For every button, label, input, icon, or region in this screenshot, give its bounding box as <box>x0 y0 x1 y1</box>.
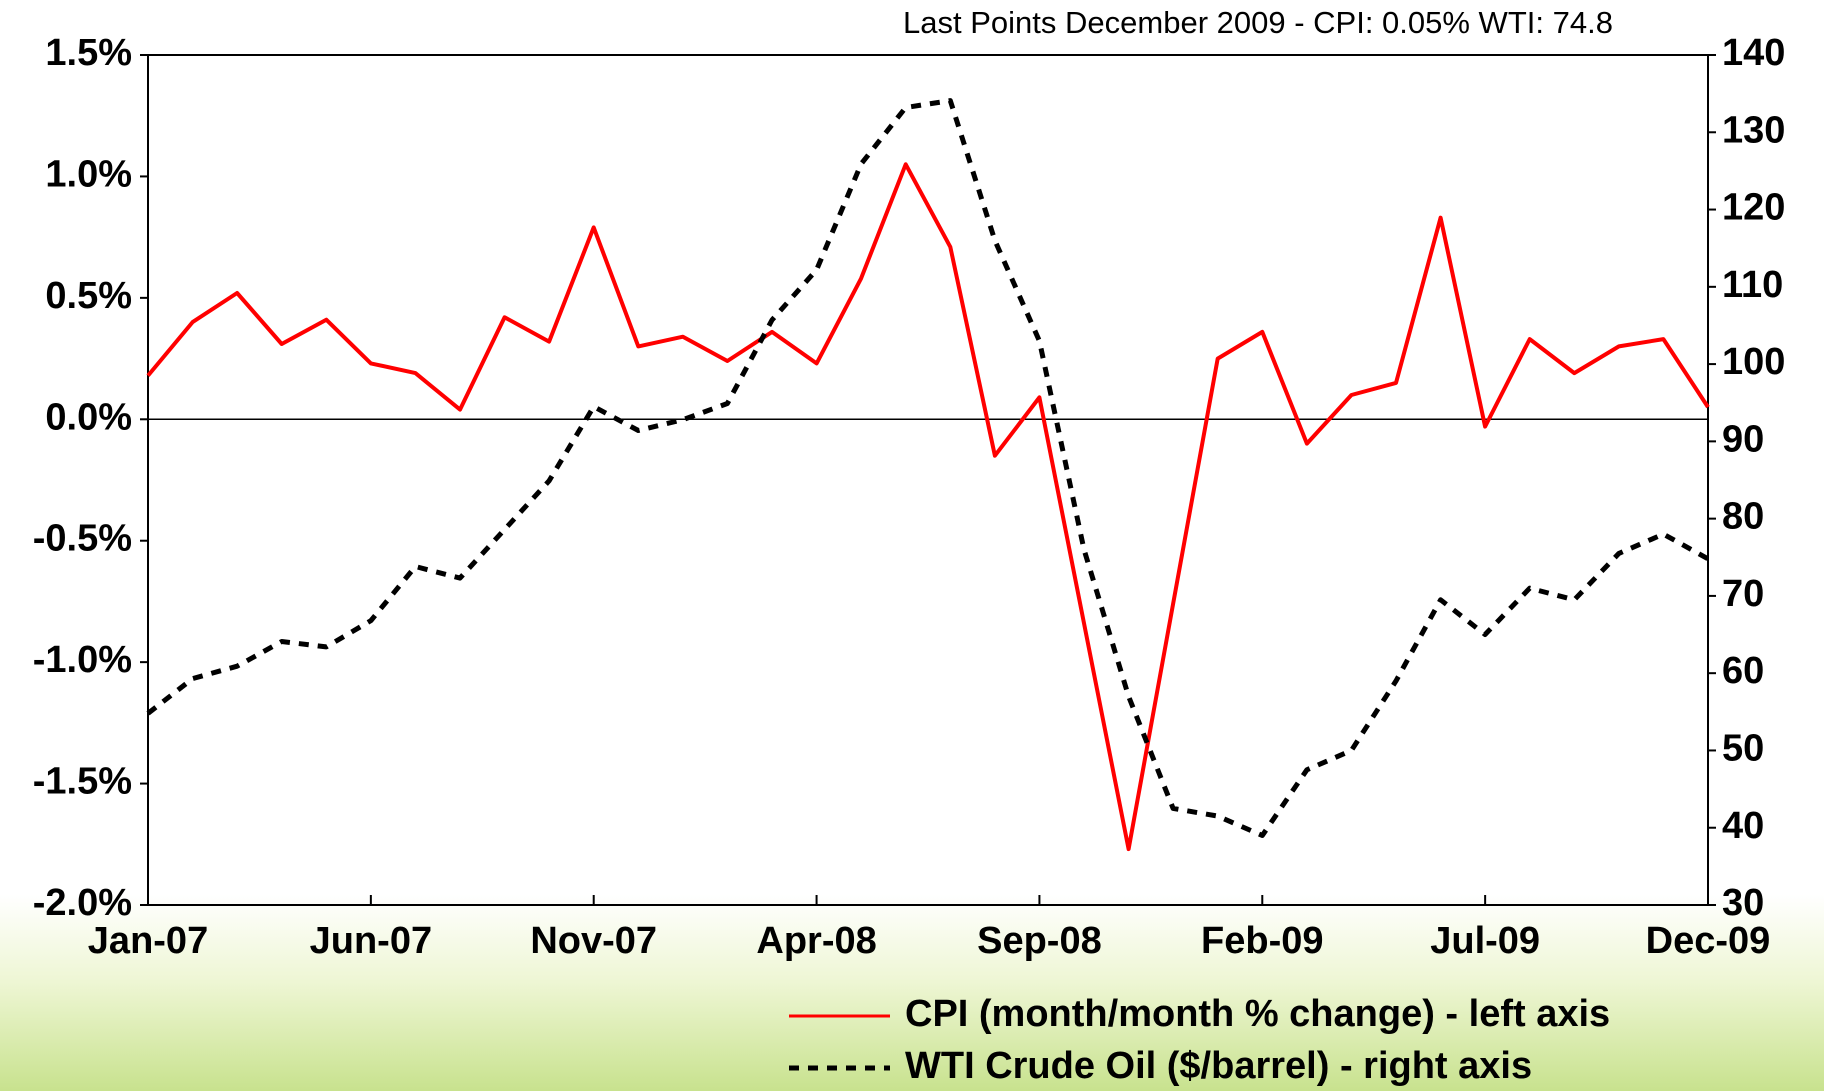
y2-tick-label: 40 <box>1722 805 1764 847</box>
y2-tick-label: 80 <box>1722 496 1764 538</box>
y2-tick-label: 130 <box>1722 109 1785 151</box>
y2-tick-label: 60 <box>1722 650 1764 692</box>
y-tick-label: -2.0% <box>33 882 132 924</box>
x-tick-label: Jan-07 <box>88 920 208 962</box>
x-tick-label: Jul-09 <box>1430 920 1540 962</box>
legend-label: CPI (month/month % change) - left axis <box>905 993 1610 1035</box>
y2-tick-label: 120 <box>1722 187 1785 229</box>
y-tick-label: 0.5% <box>45 275 132 317</box>
x-tick-label: Dec-09 <box>1646 920 1771 962</box>
y-tick-label: 1.5% <box>45 32 132 74</box>
x-tick-label: Apr-08 <box>756 920 876 962</box>
annotation: Last Points December 2009 - CPI: 0.05% W… <box>903 5 1613 40</box>
x-tick-label: Jun-07 <box>310 920 432 962</box>
legend-label: WTI Crude Oil ($/barrel) - right axis <box>905 1045 1532 1087</box>
y2-tick-label: 110 <box>1722 264 1783 306</box>
y-tick-label: -1.5% <box>33 761 132 803</box>
y2-tick-label: 140 <box>1722 32 1785 74</box>
y2-tick-label: 50 <box>1722 727 1764 769</box>
y-tick-label: 0.0% <box>45 396 132 438</box>
x-tick-label: Feb-09 <box>1201 920 1323 962</box>
y2-tick-label: 100 <box>1722 341 1785 383</box>
y-tick-label: 1.0% <box>45 153 132 195</box>
series-line <box>146 162 1710 852</box>
y2-tick-label: 30 <box>1722 882 1764 924</box>
x-tick-label: Nov-07 <box>530 920 657 962</box>
y-tick-label: -0.5% <box>33 518 132 560</box>
y-tick-label: -1.0% <box>33 639 132 681</box>
x-tick-label: Sep-08 <box>977 920 1102 962</box>
series-line <box>146 98 1710 838</box>
y2-tick-label: 90 <box>1722 418 1764 460</box>
y2-tick-label: 70 <box>1722 573 1764 615</box>
